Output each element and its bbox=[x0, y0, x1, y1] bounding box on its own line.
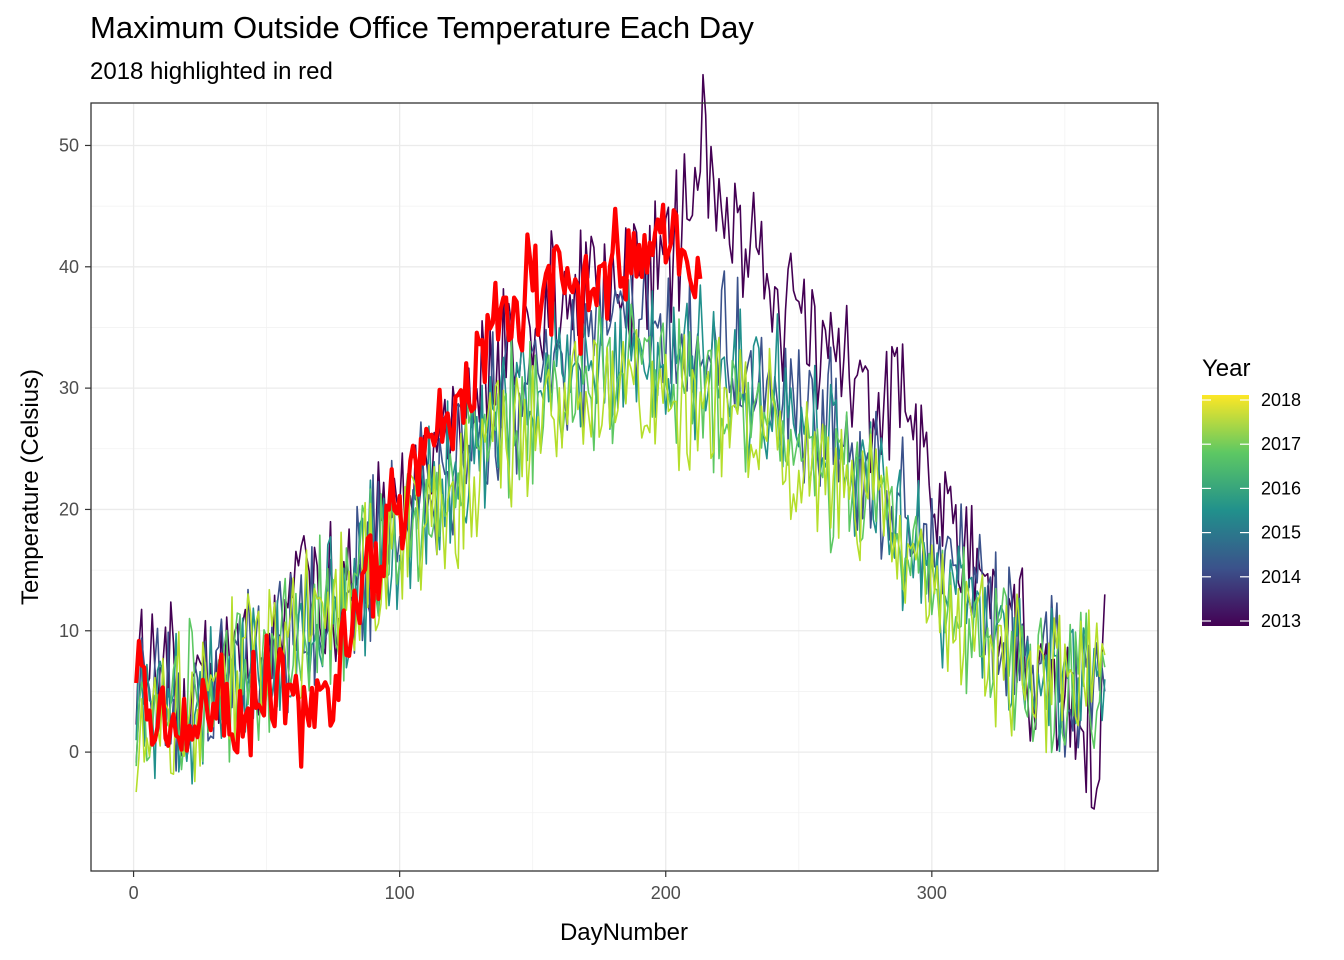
legend-tick-label: 2013 bbox=[1261, 611, 1301, 631]
legend-tick-label: 2016 bbox=[1261, 478, 1301, 498]
x-tick-label: 300 bbox=[917, 883, 947, 903]
y-tick-label: 20 bbox=[59, 499, 79, 519]
legend-title: Year bbox=[1202, 355, 1251, 382]
legend-tick-label: 2014 bbox=[1261, 567, 1301, 587]
legend-tick-label: 2017 bbox=[1261, 434, 1301, 454]
legend-tick-label: 2018 bbox=[1261, 390, 1301, 410]
chart-subtitle: 2018 highlighted in red bbox=[90, 58, 333, 85]
y-tick-label: 0 bbox=[69, 742, 79, 762]
x-tick-label: 200 bbox=[651, 883, 681, 903]
legend-colorbar bbox=[1202, 395, 1249, 626]
y-tick-label: 30 bbox=[59, 378, 79, 398]
y-tick-label: 40 bbox=[59, 257, 79, 277]
x-axis-title: DayNumber bbox=[560, 919, 688, 946]
x-tick-label: 100 bbox=[385, 883, 415, 903]
series-line-2018 bbox=[134, 202, 703, 769]
legend-tick-label: 2015 bbox=[1261, 523, 1301, 543]
plot-panel bbox=[91, 103, 1158, 871]
chart-title: Maximum Outside Office Temperature Each … bbox=[90, 10, 754, 45]
y-tick-label: 10 bbox=[59, 621, 79, 641]
y-axis-title: Temperature (Celsius) bbox=[17, 369, 44, 605]
y-tick-label: 50 bbox=[59, 135, 79, 155]
panel-border bbox=[90, 102, 1159, 872]
x-tick-label: 0 bbox=[129, 883, 139, 903]
